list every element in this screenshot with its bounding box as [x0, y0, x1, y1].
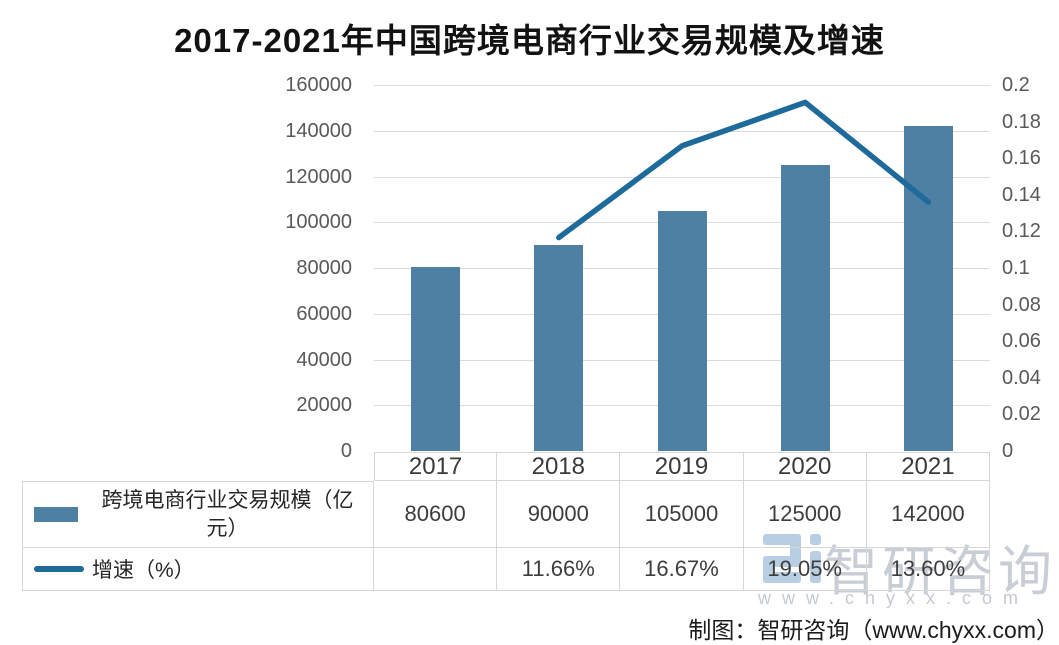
year-header: 2019 [620, 452, 744, 481]
year-header: 2020 [743, 452, 867, 481]
bar-2020 [780, 165, 830, 451]
growth-value: 19.05% [743, 548, 867, 591]
plot-area [374, 85, 990, 451]
bar-2021 [903, 126, 953, 451]
legend-item-growth: 增速（%） [22, 548, 374, 591]
y-left-tick: 20000 [296, 394, 352, 417]
gridline [374, 176, 990, 178]
y-right-tick: 0.14 [1002, 183, 1041, 206]
footer-credit: 制图：智研咨询（www.chyxx.com） [688, 617, 1059, 643]
y-left-tick: 80000 [296, 257, 352, 279]
growth-value: 11.66% [497, 548, 621, 591]
bar-2017 [411, 266, 461, 451]
legend-growth-label: 增速（%） [92, 559, 195, 582]
y-left-tick: 0 [340, 440, 352, 462]
growth-line-path [556, 99, 932, 241]
y-left-tick: 60000 [296, 302, 352, 325]
y-left-tick: 160000 [285, 74, 352, 96]
legend-scale-label: 跨境电商行业交易规模（亿元） [101, 489, 354, 540]
scale-value: 142000 [866, 481, 990, 548]
y-right-tick: 0.1 [1002, 257, 1030, 279]
legend-item-scale: 跨境电商行业交易规模（亿元） [22, 481, 374, 548]
y-right-tick: 0.06 [1002, 330, 1041, 353]
y-right-tick: 0.18 [1002, 110, 1041, 133]
watermark-url: www.chyxx.com [758, 588, 1030, 608]
bar-2018 [534, 245, 584, 451]
y-right-tick: 0.08 [1002, 293, 1041, 316]
gridline [374, 130, 990, 132]
scale-value: 105000 [620, 481, 744, 548]
y-right-tick: 0 [1002, 440, 1014, 462]
y-right-tick: 0.02 [1002, 403, 1041, 426]
y-left-tick: 40000 [296, 348, 352, 371]
scale-value: 90000 [497, 481, 621, 548]
scale-value: 80600 [374, 481, 498, 548]
y-right-tick: 0.04 [1002, 366, 1041, 389]
line-series-swatch-icon [34, 566, 84, 572]
growth-value: 13.60% [866, 548, 990, 591]
y-left-tick: 100000 [285, 211, 352, 234]
data-table: 2017 2018 2019 2020 2021 跨境电商行业交易规模（亿元） … [22, 452, 990, 591]
year-header: 2018 [497, 452, 621, 481]
gridline [374, 85, 990, 86]
growth-value [374, 548, 498, 591]
y-left-tick: 120000 [285, 165, 352, 188]
growth-value: 16.67% [620, 548, 744, 591]
y-right-tick: 0.12 [1002, 220, 1041, 243]
table-corner-cell [22, 452, 374, 481]
y-left-tick: 140000 [285, 119, 352, 142]
bar-2019 [657, 210, 707, 451]
y-right-tick: 0.16 [1002, 147, 1041, 170]
y-right-tick: 0.2 [1002, 74, 1030, 96]
bar-series-swatch-icon [34, 507, 78, 522]
scale-value: 125000 [743, 481, 867, 548]
chart-title: 2017-2021年中国跨境电商行业交易规模及增速 [174, 22, 885, 59]
year-header: 2021 [866, 452, 990, 481]
growth-line [556, 99, 932, 241]
year-header: 2017 [374, 452, 498, 481]
